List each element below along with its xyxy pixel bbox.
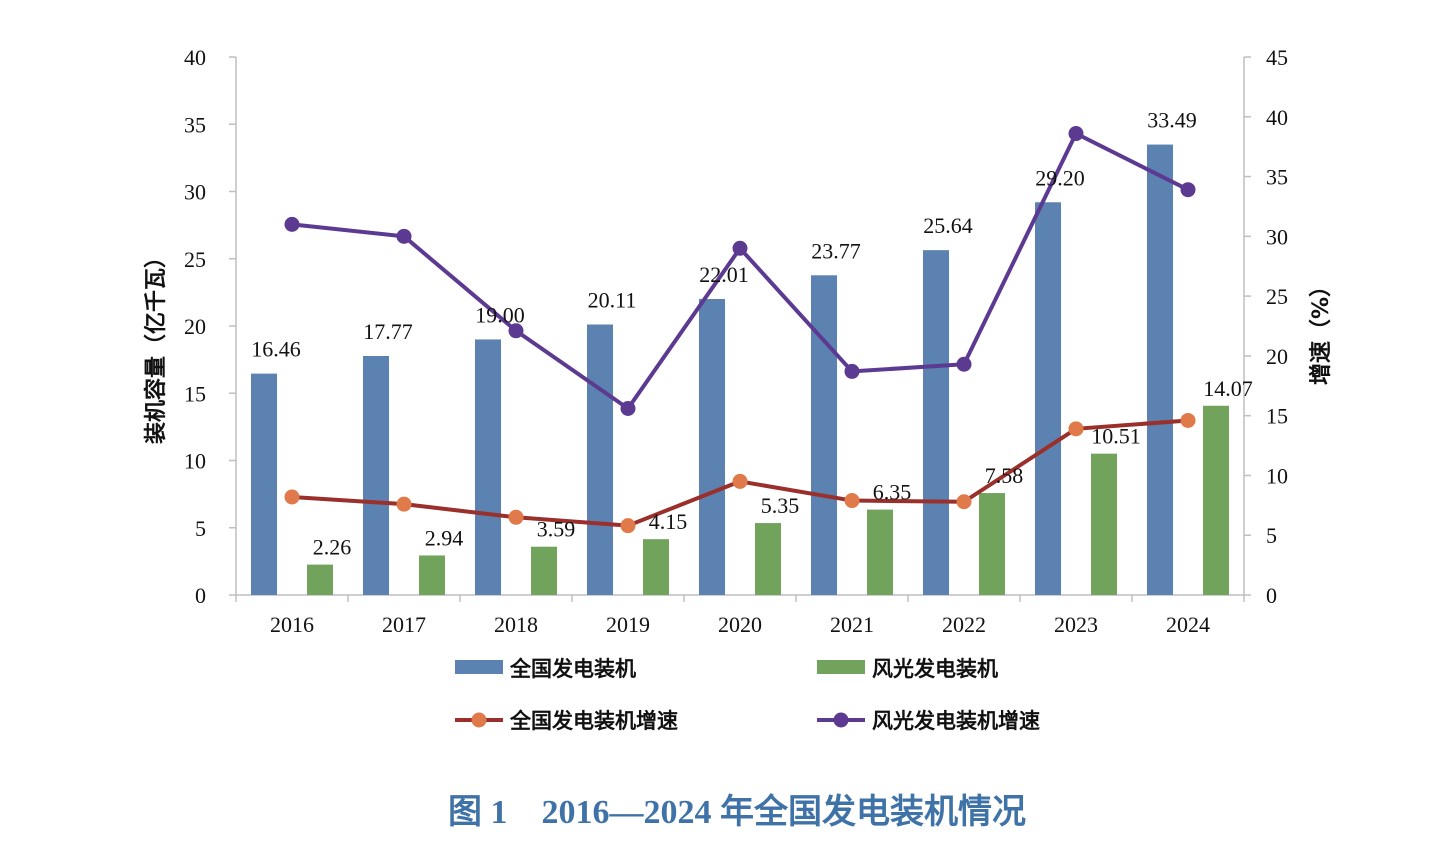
left-tick-label: 5 <box>195 516 206 541</box>
right-tick-label: 25 <box>1266 284 1288 309</box>
wind-solar-growth-marker <box>732 240 748 256</box>
total-growth-marker <box>732 473 748 489</box>
legend-wind-solar-capacity-label: 风光发电装机 <box>872 657 998 681</box>
right-tick-label: 15 <box>1266 404 1288 429</box>
bar-total-capacity <box>363 355 389 595</box>
bar-wind-solar-capacity <box>979 493 1005 595</box>
left-tick-label: 15 <box>184 381 206 406</box>
bar-wind-solar-capacity <box>531 546 557 595</box>
total-growth-marker <box>956 494 972 510</box>
total-growth-marker <box>844 493 860 509</box>
data-labels: 16.46 17.77 19.00 20.11 22.01 23.77 25.64 29.20… <box>251 108 1253 560</box>
wind-solar-growth-marker <box>844 363 860 379</box>
data-label-wind-solar: 10.51 <box>1091 424 1141 449</box>
bar-total-capacity <box>1035 202 1061 595</box>
y2-axis-title: 增速（%） <box>1308 275 1334 385</box>
left-tick-label: 20 <box>184 314 206 339</box>
legend-total-capacity-label: 全国发电装机 <box>509 657 636 681</box>
left-tick-label: 40 <box>184 45 206 70</box>
bar-total-capacity <box>1147 144 1173 595</box>
y-axis-title: 装机容量（亿千瓦） <box>143 246 169 444</box>
x-tick-label: 2017 <box>382 612 426 637</box>
bar-total-capacity <box>587 324 613 595</box>
data-label-total: 23.77 <box>811 238 861 263</box>
x-tick-label: 2016 <box>270 612 314 637</box>
wind-solar-growth-marker <box>620 400 636 416</box>
right-tick-label: 10 <box>1266 463 1288 488</box>
axes: 0 5 10 15 20 25 30 35 40 0 5 10 15 20 25 30 35 40 45 2016 20… <box>143 45 1334 637</box>
bar-total-capacity <box>923 250 949 595</box>
data-label-total: 19.00 <box>475 302 525 327</box>
data-label-wind-solar: 14.07 <box>1203 376 1253 401</box>
x-tick-label: 2019 <box>606 612 650 637</box>
right-tick-label: 20 <box>1266 344 1288 369</box>
figure-caption: 图 1 2016—2024 年全国发电装机情况 <box>448 792 1026 831</box>
wind-solar-growth-marker <box>284 216 300 232</box>
data-label-wind-solar: 2.26 <box>313 535 352 560</box>
wind-solar-growth-marker <box>508 323 524 339</box>
bar-wind-solar-capacity <box>1091 453 1117 595</box>
left-tick-label: 0 <box>195 583 206 608</box>
data-label-total: 20.11 <box>588 288 637 313</box>
x-tick-label: 2020 <box>718 612 762 637</box>
x-tick-label: 2021 <box>830 612 874 637</box>
bar-wind-solar-capacity <box>307 564 333 595</box>
total-growth-marker <box>620 518 636 534</box>
right-tick-label: 40 <box>1266 105 1288 130</box>
bar-total-capacity <box>475 339 501 595</box>
bar-total-capacity <box>251 373 277 595</box>
wind-solar-growth-marker <box>956 356 972 372</box>
right-tick-label: 45 <box>1266 45 1288 70</box>
legend-wind-solar-capacity-swatch <box>817 660 865 674</box>
data-label-wind-solar: 3.59 <box>537 517 576 542</box>
data-label-wind-solar: 7.58 <box>985 463 1024 488</box>
data-label-wind-solar: 5.35 <box>761 493 800 518</box>
data-label-total: 17.77 <box>363 319 413 344</box>
bar-wind-solar-capacity <box>643 539 669 595</box>
bar-wind-solar-capacity <box>867 509 893 595</box>
legend-total-growth-marker <box>471 712 487 728</box>
x-tick-label: 2023 <box>1054 612 1098 637</box>
legend-total-capacity-swatch <box>455 660 503 674</box>
bar-wind-solar-capacity <box>1203 405 1229 595</box>
total-growth-marker <box>1068 421 1084 437</box>
legend-wind-solar-growth-marker <box>833 712 849 728</box>
wind-solar-growth-marker <box>1180 182 1196 198</box>
left-tick-label: 25 <box>184 247 206 272</box>
bars <box>251 144 1229 595</box>
left-tick-label: 30 <box>184 180 206 205</box>
x-tick-label: 2022 <box>942 612 986 637</box>
wind-solar-growth-marker <box>396 228 412 244</box>
bar-wind-solar-capacity <box>755 523 781 595</box>
bar-wind-solar-capacity <box>419 555 445 595</box>
bar-total-capacity <box>699 298 725 595</box>
total-growth-marker <box>508 509 524 525</box>
x-tick-label: 2024 <box>1166 612 1210 637</box>
data-label-wind-solar: 2.94 <box>425 525 464 550</box>
data-label-total: 25.64 <box>923 213 973 238</box>
right-tick-label: 0 <box>1266 583 1277 608</box>
legend-wind-solar-growth-label: 风光发电装机增速 <box>872 709 1040 733</box>
data-label-wind-solar: 6.35 <box>873 480 912 505</box>
wind-solar-growth-marker <box>1068 126 1084 142</box>
lines <box>284 126 1196 534</box>
total-growth-marker <box>284 489 300 505</box>
total-growth-marker <box>396 496 412 512</box>
total-growth-marker <box>1180 412 1196 428</box>
data-label-total: 16.46 <box>251 337 301 362</box>
right-tick-label: 30 <box>1266 224 1288 249</box>
data-label-total: 33.49 <box>1147 108 1197 133</box>
data-label-wind-solar: 4.15 <box>649 509 688 534</box>
legend-total-growth-label: 全国发电装机增速 <box>509 709 678 733</box>
bar-total-capacity <box>811 275 837 595</box>
data-label-total: 29.20 <box>1035 165 1085 190</box>
right-tick-label: 35 <box>1266 165 1288 190</box>
data-label-total: 22.01 <box>699 262 749 287</box>
right-tick-label: 5 <box>1266 523 1277 548</box>
left-tick-label: 10 <box>184 449 206 474</box>
x-tick-label: 2018 <box>494 612 538 637</box>
left-tick-label: 35 <box>184 112 206 137</box>
